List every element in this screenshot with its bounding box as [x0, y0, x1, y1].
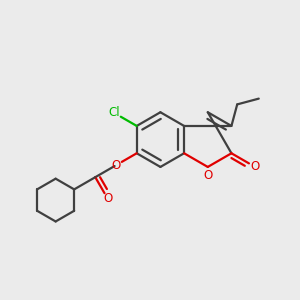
- Text: O: O: [112, 159, 121, 172]
- Text: O: O: [103, 192, 112, 205]
- Text: O: O: [203, 169, 212, 182]
- Text: O: O: [250, 160, 259, 173]
- Text: Cl: Cl: [109, 106, 120, 119]
